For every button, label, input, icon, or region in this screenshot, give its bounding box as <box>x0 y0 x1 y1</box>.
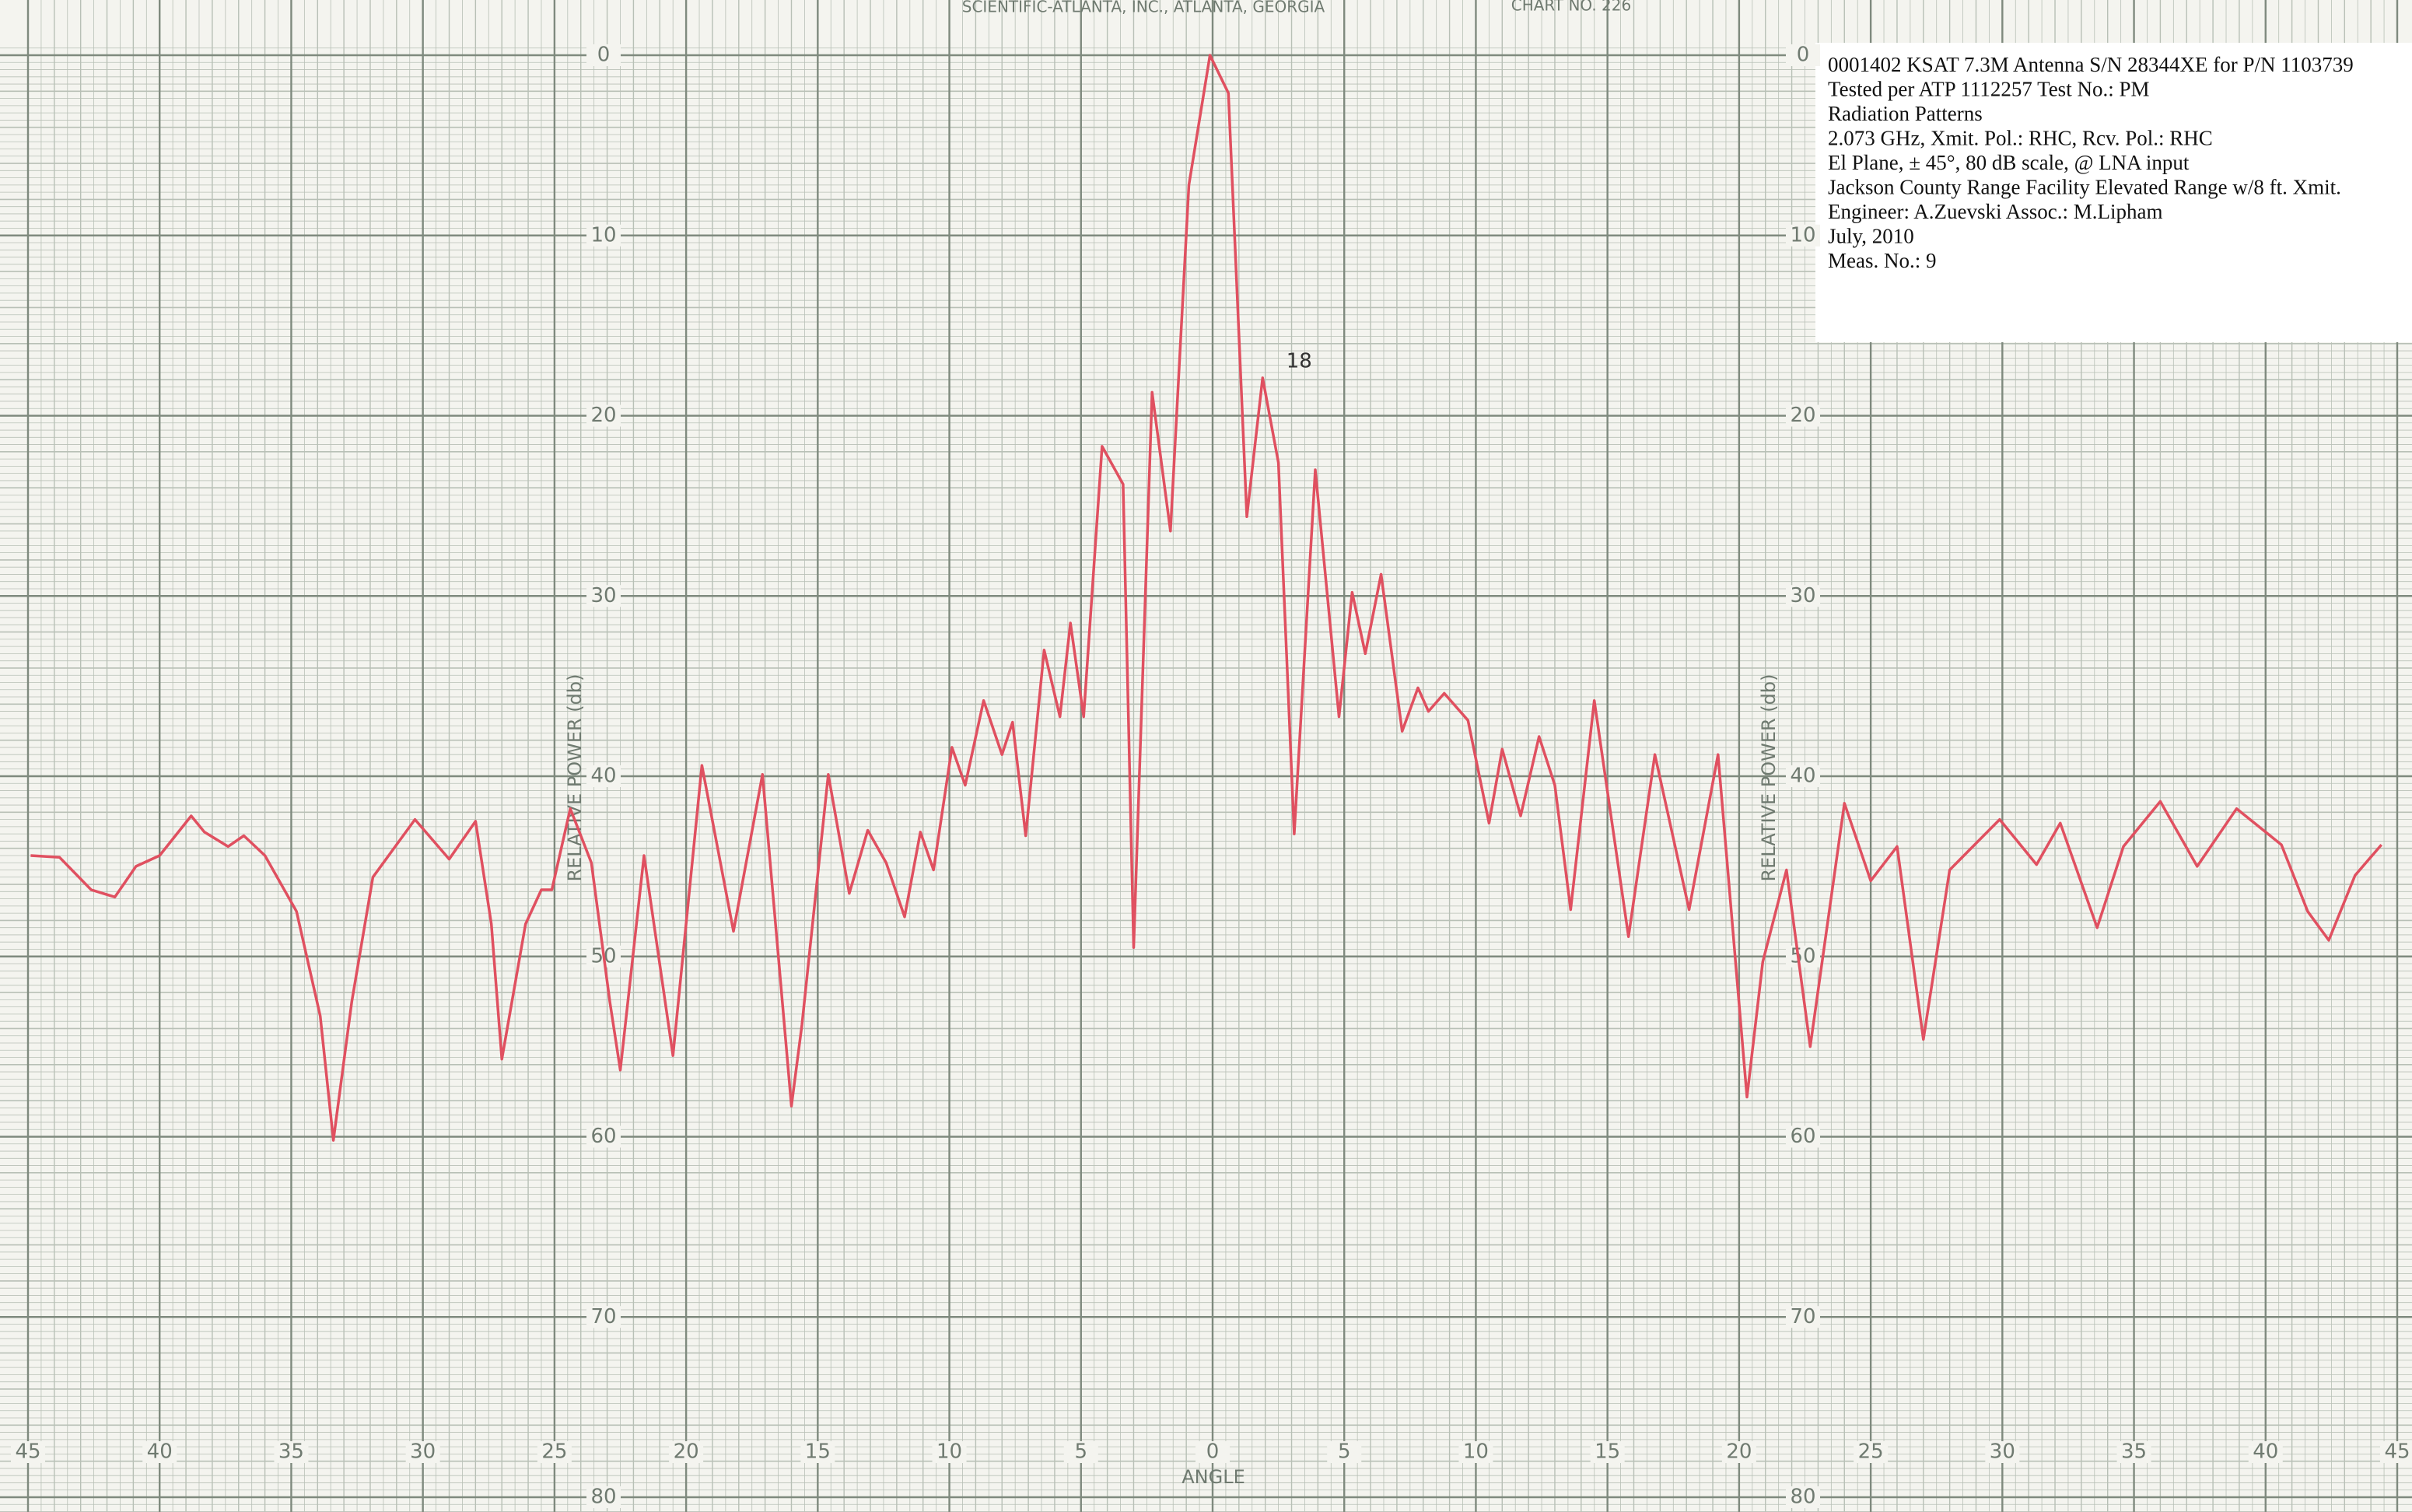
y-axis-label: RELATIVE POWER (db) <box>1758 674 1780 881</box>
tick-label-bg <box>405 1441 440 1463</box>
x-axis-label: ANGLE <box>1181 1466 1245 1488</box>
tick-label-bg <box>586 1306 621 1328</box>
x-tick-label: 25 <box>541 1440 567 1464</box>
tick-label-bg <box>586 1486 621 1508</box>
note-line: 2.073 GHz, Xmit. Pol.: RHC, Rcv. Pol.: R… <box>1828 127 2213 150</box>
tick-label-bg <box>586 765 621 787</box>
tick-label-bg <box>932 1441 967 1463</box>
x-tick-label: 30 <box>410 1440 436 1464</box>
x-tick-label: 35 <box>2121 1440 2147 1464</box>
tick-label-bg <box>2380 1441 2412 1463</box>
y-tick-label: 50 <box>1790 944 1815 968</box>
tick-label-bg <box>1786 44 1820 66</box>
tick-label-bg <box>669 1441 704 1463</box>
y-tick-label: 30 <box>1790 584 1815 607</box>
tick-label-bg <box>11 1441 45 1463</box>
x-tick-label: 45 <box>2384 1440 2410 1464</box>
y-tick-label: 10 <box>1790 223 1815 247</box>
tick-label-bg <box>586 404 621 427</box>
tick-label-bg <box>800 1441 835 1463</box>
tick-label-bg <box>586 1125 621 1148</box>
y-tick-label: 80 <box>590 1486 616 1509</box>
pattern-line <box>30 54 2383 1142</box>
note-line: Jackson County Range Facility Elevated R… <box>1828 176 2341 199</box>
tick-label-bg <box>1985 1441 2020 1463</box>
y-tick-label: 10 <box>590 223 616 247</box>
notes-box <box>1815 43 2412 342</box>
x-tick-label: 30 <box>1990 1440 2015 1464</box>
x-tick-label: 5 <box>1338 1440 1351 1464</box>
y-tick-label: 60 <box>1790 1125 1815 1148</box>
x-tick-label: 45 <box>15 1440 40 1464</box>
note-line: July, 2010 <box>1828 225 1914 248</box>
y-tick-label: 20 <box>590 404 616 427</box>
tick-label-bg <box>1786 1125 1820 1148</box>
tick-label-bg <box>1195 1441 1230 1463</box>
y-tick-label: 0 <box>597 44 611 67</box>
tick-label-bg <box>537 1441 572 1463</box>
tick-label-bg <box>142 1441 177 1463</box>
note-line: El Plane, ± 45°, 80 dB scale, @ LNA inpu… <box>1828 151 2190 174</box>
chart-number: CHART NO. 226 <box>1511 0 1631 15</box>
tick-label-bg <box>1786 1486 1820 1508</box>
tick-label-bg <box>586 44 621 66</box>
tick-label-bg <box>274 1441 309 1463</box>
x-tick-label: 10 <box>1463 1440 1489 1464</box>
x-tick-label: 40 <box>2253 1440 2278 1464</box>
tick-label-bg <box>586 585 621 607</box>
tick-label-bg <box>1063 1441 1098 1463</box>
y-tick-label: 70 <box>590 1305 616 1328</box>
tick-label-bg <box>2248 1441 2283 1463</box>
tick-label-bg <box>2116 1441 2151 1463</box>
tick-label-bg <box>1854 1441 1889 1463</box>
x-tick-label: 15 <box>805 1440 831 1464</box>
y-tick-label: 0 <box>1797 44 1810 67</box>
header: SCIENTIFIC-ATLANTA, INC., ATLANTA, GEORG… <box>962 0 1325 16</box>
y-tick-label: 80 <box>1790 1486 1815 1509</box>
x-tick-label: 35 <box>278 1440 304 1464</box>
annotation: 18 <box>1287 349 1312 373</box>
y-axis-label: RELATIVE POWER (db) <box>564 674 586 881</box>
y-tick-label: 70 <box>1790 1305 1815 1328</box>
tick-label-bg <box>1327 1441 1362 1463</box>
y-tick-label: 60 <box>590 1125 616 1148</box>
y-tick-label: 20 <box>1790 404 1815 427</box>
tick-label-bg <box>1721 1441 1756 1463</box>
note-line: Meas. No.: 9 <box>1828 249 1936 272</box>
x-tick-label: 10 <box>936 1440 962 1464</box>
y-tick-label: 40 <box>1790 765 1815 788</box>
x-tick-label: 40 <box>147 1440 173 1464</box>
tick-label-bg <box>586 224 621 247</box>
x-tick-label: 20 <box>1726 1440 1752 1464</box>
note-line: Tested per ATP 1112257 Test No.: PM <box>1828 78 2149 101</box>
notes: 0001402 KSAT 7.3M Antenna S/N 28344XE fo… <box>1828 53 2354 272</box>
x-tick-label: 25 <box>1858 1440 1884 1464</box>
x-tick-label: 5 <box>1075 1440 1088 1464</box>
y-tick-label: 40 <box>590 765 616 788</box>
x-tick-label: 20 <box>674 1440 699 1464</box>
x-tick-label: 0 <box>1206 1440 1220 1464</box>
note-line: 0001402 KSAT 7.3M Antenna S/N 28344XE fo… <box>1828 53 2354 76</box>
tick-label-bg <box>1786 1306 1820 1328</box>
tick-label-bg <box>1786 585 1820 607</box>
tick-label-bg <box>1786 224 1820 247</box>
note-line: Engineer: A.Zuevski Assoc.: M.Lipham <box>1828 200 2162 223</box>
x-tick-label: 15 <box>1595 1440 1620 1464</box>
note-line: Radiation Patterns <box>1828 102 1983 125</box>
tick-label-bg <box>1786 765 1820 787</box>
tick-label-bg <box>1786 945 1820 968</box>
tick-label-bg <box>1458 1441 1493 1463</box>
tick-label-bg <box>1786 404 1820 427</box>
tick-label-bg <box>1590 1441 1625 1463</box>
y-tick-label: 30 <box>590 584 616 607</box>
